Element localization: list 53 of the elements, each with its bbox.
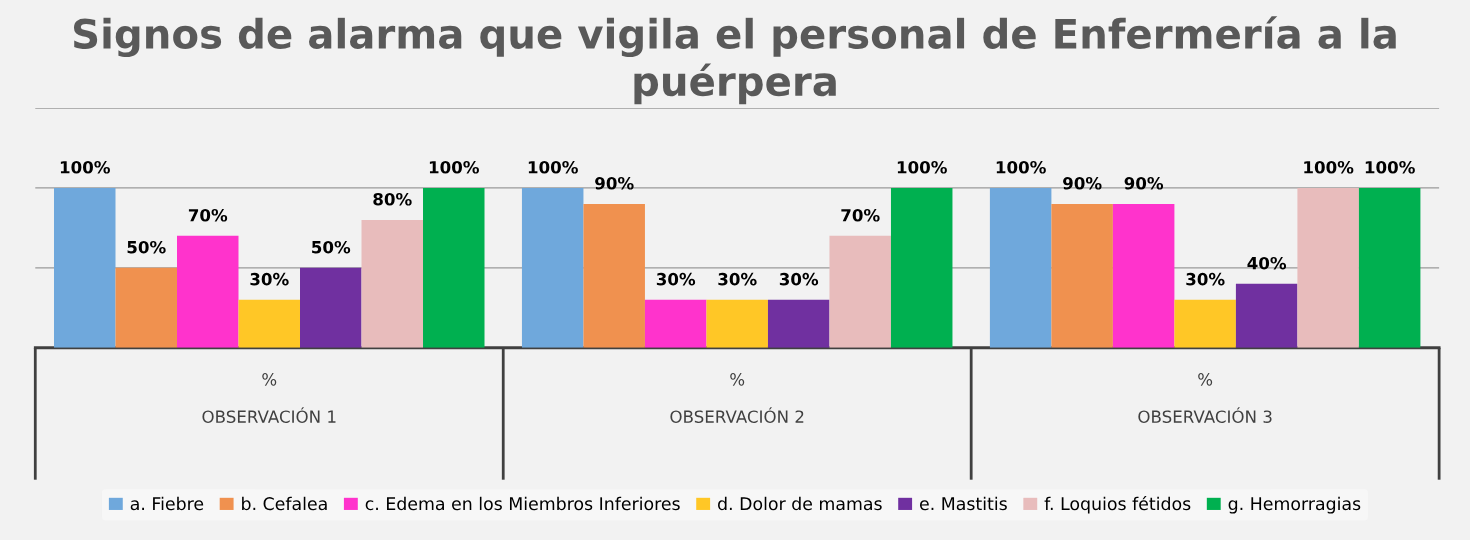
legend-label: a. Fiebre	[130, 496, 204, 511]
bar	[1112, 203, 1175, 348]
bar	[1358, 187, 1421, 348]
data-label: 80%	[373, 192, 412, 206]
bar	[989, 187, 1052, 348]
data-label: 100%	[996, 160, 1046, 174]
bar	[1051, 203, 1113, 348]
legend-label: e. Mastitis	[919, 496, 1007, 511]
data-label: 100%	[1304, 160, 1354, 174]
data-label: 100%	[60, 160, 110, 174]
data-label: 30%	[718, 272, 757, 286]
legend-label: g. Hemorragias	[1228, 496, 1361, 514]
bar	[890, 187, 953, 348]
data-label: 100%	[897, 160, 947, 174]
bar	[829, 235, 891, 348]
bar	[361, 219, 424, 348]
category-label: % OBSERVACIÓN 3	[1138, 373, 1272, 423]
legend-label: c. Edema en los Miembros Inferiores	[365, 496, 680, 511]
data-label: 70%	[188, 208, 228, 222]
bar	[583, 203, 645, 348]
bar	[521, 187, 584, 348]
data-label: 90%	[1124, 176, 1164, 190]
legend-label: d. Dolor de mamas	[718, 496, 882, 511]
bar	[1297, 187, 1359, 348]
data-label: 100%	[429, 160, 479, 174]
data-label: 70%	[841, 208, 880, 222]
category-label: % OBSERVACIÓN 1	[202, 373, 336, 423]
data-label: 30%	[1186, 272, 1225, 286]
bar	[706, 299, 768, 348]
bar	[423, 187, 485, 348]
bar	[54, 187, 116, 348]
data-label: 30%	[779, 272, 819, 286]
data-label: 40%	[1247, 256, 1287, 270]
data-label: 30%	[656, 272, 696, 286]
legend-label: b. Cefalea	[242, 496, 327, 511]
bar	[300, 267, 362, 348]
data-label: 50%	[312, 240, 351, 254]
bar	[767, 299, 830, 348]
data-label: 90%	[595, 176, 634, 190]
bar	[1174, 299, 1236, 348]
data-label: 50%	[127, 240, 166, 254]
bar	[238, 299, 301, 348]
chart-title: Signos de alarma que vigila el personal de Enfermería a la puérpera	[73, 16, 1396, 105]
data-label: 100%	[1365, 160, 1415, 174]
bar	[115, 267, 177, 348]
legend-label: f. Loquios fétidos	[1044, 496, 1191, 514]
category-label: % OBSERVACIÓN 2	[670, 373, 804, 423]
data-label: 100%	[528, 160, 578, 174]
data-label: 90%	[1063, 176, 1102, 190]
bar	[644, 299, 707, 348]
bar	[177, 235, 239, 348]
bar	[1235, 283, 1298, 348]
data-label: 30%	[250, 272, 289, 286]
